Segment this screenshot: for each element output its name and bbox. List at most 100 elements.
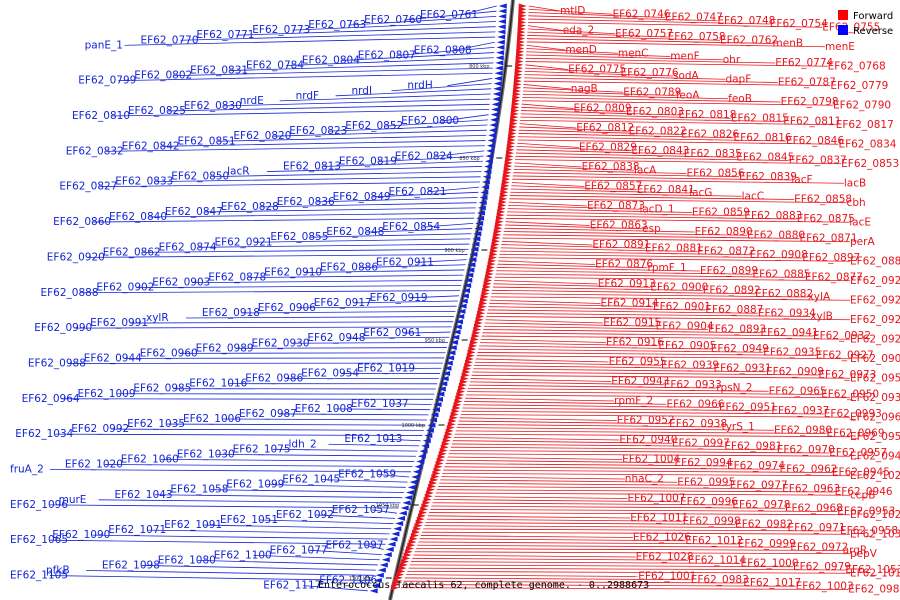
- forward-feature-arrow[interactable]: [419, 510, 428, 516]
- forward-feature-label[interactable]: EF62_0997: [672, 437, 730, 449]
- forward-feature-arrow[interactable]: [494, 225, 503, 231]
- reverse-feature-label[interactable]: EF62_0828: [221, 201, 279, 213]
- reverse-feature-label[interactable]: EF62_0770: [141, 34, 199, 46]
- reverse-feature-label[interactable]: EF62_0921: [215, 236, 273, 248]
- reverse-feature-label[interactable]: EF62_0903: [152, 277, 210, 289]
- reverse-feature-arrow[interactable]: [411, 474, 420, 480]
- reverse-feature-arrow[interactable]: [467, 262, 476, 268]
- forward-feature-arrow[interactable]: [488, 258, 497, 264]
- reverse-feature-label[interactable]: EF62_0886: [320, 262, 378, 274]
- forward-feature-label[interactable]: EF62_1021: [850, 470, 900, 482]
- reverse-feature-arrow[interactable]: [493, 81, 502, 87]
- reverse-feature-label[interactable]: nrdE: [240, 95, 264, 107]
- reverse-feature-label[interactable]: EF62_0825: [128, 105, 186, 117]
- reverse-feature-label[interactable]: EF62_1059: [338, 469, 396, 481]
- forward-feature-label[interactable]: lacA: [634, 164, 657, 176]
- forward-feature-label[interactable]: feoA: [676, 90, 701, 102]
- forward-feature-arrow[interactable]: [493, 232, 502, 238]
- forward-feature-label[interactable]: EF62_0994: [675, 457, 733, 469]
- reverse-feature-arrow[interactable]: [389, 536, 398, 542]
- reverse-feature-arrow[interactable]: [434, 396, 443, 402]
- reverse-feature-arrow[interactable]: [460, 293, 469, 299]
- forward-feature-arrow[interactable]: [503, 170, 512, 176]
- forward-feature-label[interactable]: EF62_0974: [727, 460, 785, 472]
- forward-feature-arrow[interactable]: [484, 278, 493, 284]
- reverse-feature-arrow[interactable]: [414, 464, 423, 470]
- reverse-feature-arrow[interactable]: [385, 546, 394, 552]
- forward-feature-label[interactable]: pepV: [850, 548, 878, 560]
- forward-feature-arrow[interactable]: [506, 147, 515, 153]
- reverse-feature-arrow[interactable]: [464, 277, 473, 283]
- forward-feature-arrow[interactable]: [408, 539, 417, 545]
- forward-feature-label[interactable]: menE: [825, 41, 855, 53]
- forward-feature-arrow[interactable]: [466, 353, 475, 359]
- forward-feature-label[interactable]: EF62_0933: [664, 379, 722, 391]
- reverse-feature-arrow[interactable]: [493, 86, 502, 92]
- forward-feature-label[interactable]: EF62_0908: [750, 249, 808, 261]
- forward-feature-arrow[interactable]: [513, 81, 522, 87]
- reverse-feature-label[interactable]: EF62_0920: [47, 251, 105, 263]
- forward-feature-arrow[interactable]: [479, 300, 488, 306]
- reverse-feature-label[interactable]: EF62_0948: [307, 332, 365, 344]
- reverse-feature-label[interactable]: EF62_0763: [308, 19, 366, 31]
- forward-feature-arrow[interactable]: [508, 127, 517, 133]
- forward-feature-arrow[interactable]: [512, 95, 521, 101]
- reverse-feature-arrow[interactable]: [395, 521, 404, 527]
- reverse-feature-arrow[interactable]: [412, 469, 421, 475]
- reverse-feature-label[interactable]: EF62_0911: [376, 256, 434, 268]
- forward-feature-arrow[interactable]: [443, 434, 452, 440]
- forward-feature-label[interactable]: EF62_0979: [793, 561, 851, 573]
- reverse-feature-arrow[interactable]: [404, 495, 413, 501]
- forward-feature-arrow[interactable]: [511, 108, 520, 114]
- forward-feature-arrow[interactable]: [422, 500, 431, 506]
- reverse-feature-arrow[interactable]: [398, 510, 407, 516]
- forward-feature-label[interactable]: EF62_1026: [633, 532, 691, 544]
- forward-feature-arrow[interactable]: [493, 229, 502, 235]
- forward-feature-label[interactable]: EF62_0955: [609, 356, 667, 368]
- reverse-feature-label[interactable]: EF62_0860: [53, 216, 111, 228]
- reverse-feature-arrow[interactable]: [497, 29, 506, 35]
- reverse-feature-arrow[interactable]: [487, 138, 496, 144]
- reverse-feature-arrow[interactable]: [494, 75, 503, 81]
- forward-feature-arrow[interactable]: [439, 447, 448, 453]
- forward-feature-arrow[interactable]: [462, 369, 471, 375]
- forward-feature-arrow[interactable]: [508, 130, 517, 136]
- forward-feature-arrow[interactable]: [399, 562, 408, 568]
- forward-feature-arrow[interactable]: [403, 552, 412, 558]
- forward-feature-arrow[interactable]: [428, 483, 437, 489]
- reverse-feature-arrow[interactable]: [481, 184, 490, 190]
- forward-feature-arrow[interactable]: [423, 496, 432, 502]
- reverse-feature-label[interactable]: EF62_1090: [52, 529, 110, 541]
- reverse-feature-label[interactable]: EF62_0820: [233, 130, 291, 142]
- reverse-feature-arrow[interactable]: [468, 257, 477, 263]
- forward-feature-label[interactable]: EF62_0980: [774, 424, 832, 436]
- reverse-feature-arrow[interactable]: [455, 319, 464, 325]
- forward-feature-label[interactable]: EF62_0835: [684, 148, 742, 160]
- reverse-feature-label[interactable]: EF62_1037: [351, 398, 409, 410]
- forward-feature-label[interactable]: EF62_1053: [845, 564, 900, 576]
- forward-feature-label[interactable]: EF62_0818: [678, 109, 736, 121]
- reverse-feature-label[interactable]: EF62_0988: [28, 357, 86, 369]
- forward-feature-label[interactable]: EF62_1028: [636, 551, 694, 563]
- forward-feature-label[interactable]: EF62_0858: [794, 194, 852, 206]
- forward-feature-label[interactable]: EF62_0924: [850, 294, 900, 306]
- reverse-feature-label[interactable]: ldh_2: [289, 438, 317, 450]
- reverse-feature-arrow[interactable]: [480, 189, 489, 195]
- forward-feature-arrow[interactable]: [421, 503, 430, 509]
- forward-feature-arrow[interactable]: [511, 101, 520, 107]
- reverse-feature-arrow[interactable]: [482, 174, 491, 180]
- reverse-feature-arrow[interactable]: [439, 381, 448, 387]
- forward-feature-label[interactable]: EF62_0790: [833, 99, 891, 111]
- forward-feature-arrow[interactable]: [498, 202, 507, 208]
- forward-feature-arrow[interactable]: [456, 392, 465, 398]
- forward-feature-arrow[interactable]: [496, 212, 505, 218]
- forward-feature-arrow[interactable]: [475, 317, 484, 323]
- forward-feature-label[interactable]: EF62_1004: [622, 454, 680, 466]
- forward-feature-label[interactable]: EF62_0909: [766, 366, 824, 378]
- forward-feature-label[interactable]: EF62_0882: [755, 288, 813, 300]
- forward-feature-label[interactable]: EF62_0885: [752, 268, 810, 280]
- forward-feature-arrow[interactable]: [409, 536, 418, 542]
- forward-feature-arrow[interactable]: [397, 568, 406, 574]
- reverse-feature-label[interactable]: EF62_1006: [183, 413, 241, 425]
- forward-feature-arrow[interactable]: [502, 176, 511, 182]
